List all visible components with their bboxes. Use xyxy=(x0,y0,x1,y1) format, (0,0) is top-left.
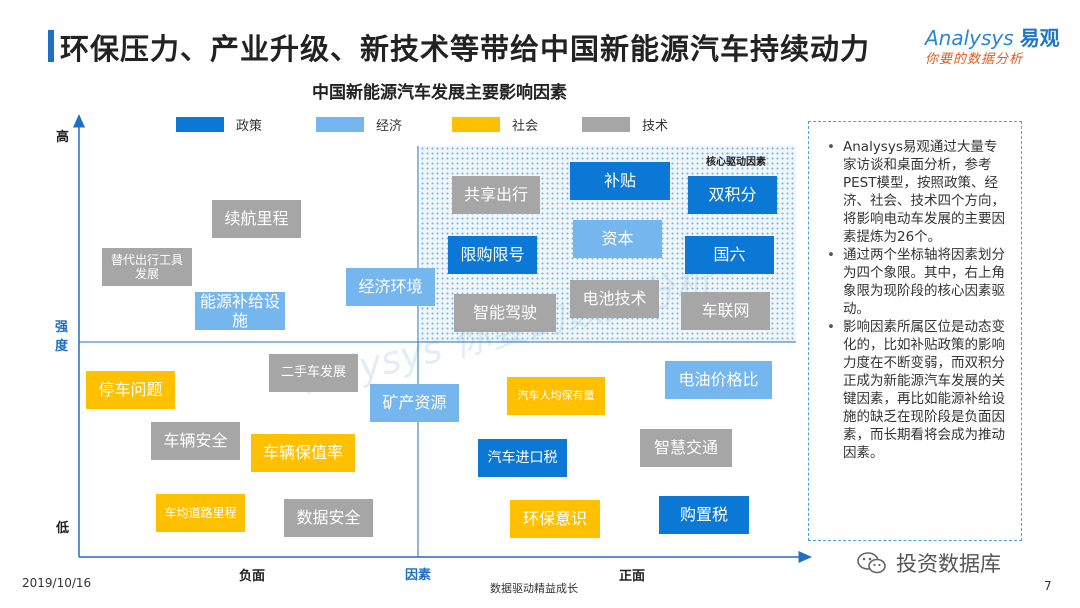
logo-name: Analysys xyxy=(925,26,1014,50)
logo-cn: 易观 xyxy=(1019,26,1060,50)
diagram-subtitle: 中国新能源汽车发展主要影响因素 xyxy=(312,83,567,103)
factor-mineral-resources: 矿产资源 xyxy=(370,384,459,422)
y-axis-label-2: 度 xyxy=(55,339,69,354)
factor-energy-infrastructure: 能源补给设施 xyxy=(195,292,285,330)
factor-china-vi: 国六 xyxy=(685,236,774,274)
title-accent-bar xyxy=(48,30,54,62)
legend-item-economy: 经济 xyxy=(316,114,402,134)
factor-driving-range: 续航里程 xyxy=(212,200,301,238)
x-axis-factor: 因素 xyxy=(405,568,432,583)
factor-purchase-restriction: 限购限号 xyxy=(448,236,537,274)
note-item: Analysys易观通过大量专家访谈和桌面分析，参考PEST模型，按照政策、经济… xyxy=(823,138,1007,246)
factor-alternative-transport: 替代出行工具发展 xyxy=(102,248,192,286)
factor-parking: 停车问题 xyxy=(86,371,175,409)
legend-label-policy: 政策 xyxy=(236,118,263,134)
factor-smart-traffic: 智慧交通 xyxy=(640,429,732,467)
legend-swatch-society xyxy=(452,116,500,132)
factor-data-security: 数据安全 xyxy=(284,499,373,537)
factor-vehicle-safety: 车辆安全 xyxy=(151,422,240,460)
factor-battery-tech: 电池技术 xyxy=(570,280,659,318)
factor-road-mileage: 车均道路里程 xyxy=(156,494,245,532)
y-axis-low: 低 xyxy=(56,521,70,536)
analysys-logo: Analysys 易观 你要的数据分析 xyxy=(925,22,1065,72)
legend-swatch-economy xyxy=(316,116,364,132)
logo-wordmark: Analysys 易观 xyxy=(925,22,1060,51)
explanation-notes: Analysys易观通过大量专家访谈和桌面分析，参考PEST模型，按照政策、经济… xyxy=(808,121,1022,541)
wechat-source: 投资数据库 xyxy=(856,548,1001,578)
page-title: 环保压力、产业升级、新技术等带给中国新能源汽车持续动力 xyxy=(60,32,871,66)
y-axis-label-1: 强 xyxy=(55,320,69,335)
factor-residual-value: 车辆保值率 xyxy=(251,434,355,472)
legend-swatch-technology xyxy=(582,116,630,132)
factor-purchase-tax: 购置税 xyxy=(659,496,749,534)
logo-tagline: 你要的数据分析 xyxy=(925,52,1024,67)
legend-label-economy: 经济 xyxy=(376,118,403,134)
factor-connected-car: 车联网 xyxy=(681,292,770,330)
x-axis-negative: 负面 xyxy=(239,569,266,584)
legend-label-society: 社会 xyxy=(512,118,539,134)
core-driver-label: 核心驱动因素 xyxy=(706,157,766,168)
legend-item-technology: 技术 xyxy=(582,114,668,134)
footer-slogan: 数据驱动精益成长 xyxy=(490,582,578,595)
x-axis-positive: 正面 xyxy=(619,569,646,584)
factor-smart-driving: 智能驾驶 xyxy=(454,294,556,332)
factor-economic-environment: 经济环境 xyxy=(346,268,435,306)
footer-date: 2019/10/16 xyxy=(22,576,92,590)
y-axis-high: 高 xyxy=(56,130,70,145)
factor-shared-mobility: 共享出行 xyxy=(452,176,540,214)
legend-item-policy: 政策 xyxy=(176,114,262,134)
factor-import-tax: 汽车进口税 xyxy=(478,439,567,477)
legend-item-society: 社会 xyxy=(452,114,538,134)
page-number: 7 xyxy=(1044,579,1052,593)
factor-subsidy: 补贴 xyxy=(570,162,670,200)
factor-car-ownership: 汽车人均保有量 xyxy=(507,377,605,415)
factor-dual-credit: 双积分 xyxy=(688,176,777,214)
factor-eco-awareness: 环保意识 xyxy=(510,500,600,538)
factor-capital: 资本 xyxy=(573,220,662,258)
factor-used-car: 二手车发展 xyxy=(269,354,358,392)
factor-electricity-oil-ratio: 电油价格比 xyxy=(665,361,772,399)
wechat-icon xyxy=(857,552,886,574)
legend-swatch-policy xyxy=(176,116,224,132)
legend-label-technology: 技术 xyxy=(642,118,669,134)
wechat-account-name: 投资数据库 xyxy=(896,552,1001,576)
note-item: 影响因素所属区位是动态变化的，比如补贴政策的影响力度在不断变弱，而双积分正成为新… xyxy=(823,318,1007,462)
note-item: 通过两个坐标轴将因素划分为四个象限。其中，右上角象限为现阶段的核心因素驱动。 xyxy=(823,246,1007,318)
